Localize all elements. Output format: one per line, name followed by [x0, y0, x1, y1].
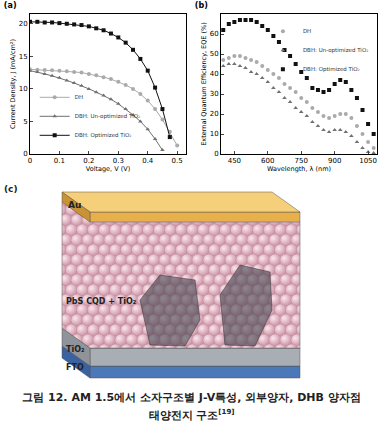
svg-text:Au: Au: [68, 200, 81, 210]
svg-text:Current Density, J (mA/cm²): Current Density, J (mA/cm²): [9, 39, 17, 129]
svg-text:0.3: 0.3: [113, 157, 124, 165]
svg-text:60: 60: [210, 30, 219, 38]
svg-text:0.4: 0.4: [142, 157, 154, 165]
svg-text:5: 5: [23, 118, 27, 126]
svg-text:Voltage, V (V): Voltage, V (V): [86, 165, 131, 173]
svg-text:10: 10: [19, 85, 28, 93]
svg-text:0.1: 0.1: [54, 157, 65, 165]
svg-text:900: 900: [328, 157, 341, 165]
svg-text:PbS CQD + TiO₂: PbS CQD + TiO₂: [66, 297, 137, 306]
svg-text:0.5: 0.5: [172, 157, 183, 165]
html-text:그림 12. AM 1.5에서 소자구조별 J-V특성, 외: 그림 12. AM 1.5에서 소자구조별 J-V특성, 외부양자, DHB 양…: [22, 391, 361, 404]
svg-text:750: 750: [295, 157, 308, 165]
svg-text:0: 0: [23, 150, 27, 158]
svg-text:Wavelength, λ (nm): Wavelength, λ (nm): [267, 165, 331, 173]
svg-text:0: 0: [28, 157, 32, 165]
svg-text:0: 0: [214, 150, 218, 158]
html-text:태양전지 구조[19]: 태양전지 구조[19]: [148, 408, 235, 422]
svg-text:DBH: Un-optimized TiO₂: DBH: Un-optimized TiO₂: [75, 113, 141, 120]
svg-text:External Quantum Efficiency, E: External Quantum Efficiency, EQE (%): [200, 22, 208, 146]
svg-text:10: 10: [210, 130, 219, 138]
svg-text:30: 30: [210, 90, 219, 98]
svg-text:DBH: Optimized TiO₂: DBH: Optimized TiO₂: [75, 132, 132, 139]
svg-text:20: 20: [210, 110, 219, 118]
svg-text:450: 450: [228, 157, 241, 165]
svg-text:15: 15: [19, 53, 28, 61]
svg-text:(a): (a): [4, 1, 17, 10]
svg-text:DBH: Un-optimized TiO₂: DBH: Un-optimized TiO₂: [303, 47, 369, 54]
svg-text:TiO₂: TiO₂: [66, 345, 85, 354]
svg-text:20: 20: [19, 20, 28, 28]
svg-text:DH: DH: [75, 94, 83, 100]
svg-text:0.2: 0.2: [83, 157, 94, 165]
svg-text:1050: 1050: [359, 157, 377, 165]
svg-text:(b): (b): [195, 1, 208, 10]
svg-text:FTO: FTO: [66, 363, 84, 372]
svg-text:(c): (c): [4, 184, 18, 194]
svg-text:50: 50: [210, 50, 219, 58]
svg-text:600: 600: [261, 157, 274, 165]
svg-text:DBH: Optimized TiO₂: DBH: Optimized TiO₂: [303, 66, 360, 73]
svg-text:DH: DH: [303, 28, 311, 34]
svg-text:40: 40: [210, 70, 219, 78]
